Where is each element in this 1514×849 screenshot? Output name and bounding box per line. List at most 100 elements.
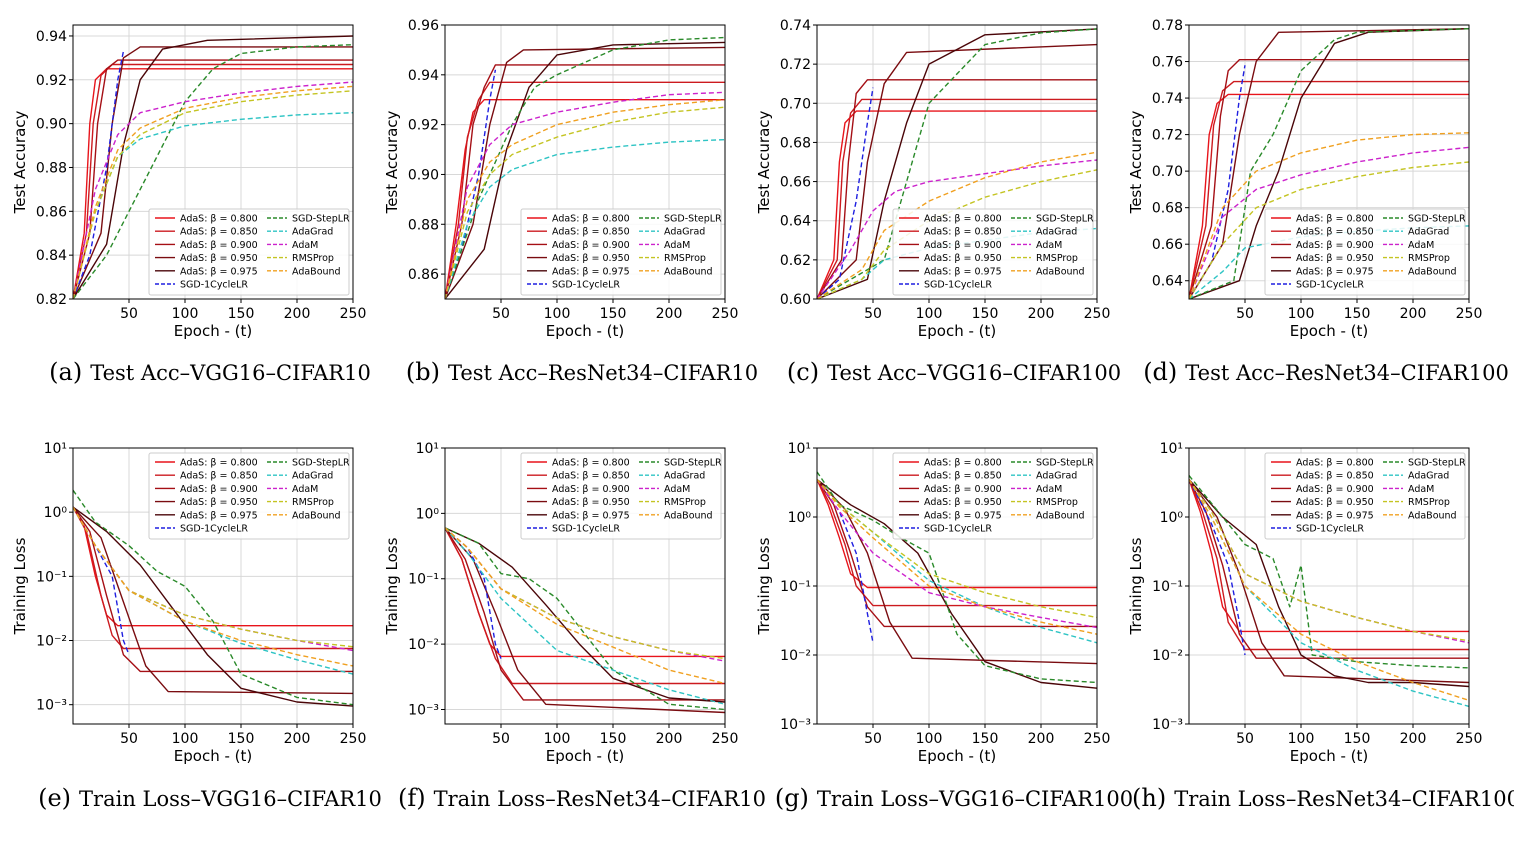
legend-label: AdaS: β = 0.975 xyxy=(180,510,258,521)
legend-box xyxy=(148,208,350,296)
x-tick-label: 150 xyxy=(600,306,627,322)
x-tick-label: 100 xyxy=(916,731,943,747)
x-axis-label: Epoch - (t) xyxy=(546,322,624,340)
legend-label: AdaM xyxy=(1036,240,1062,251)
series-line xyxy=(1189,132,1469,299)
series-line xyxy=(73,81,353,299)
legend-label: AdaGrad xyxy=(292,471,333,482)
legend-box xyxy=(520,208,722,296)
series-line xyxy=(1189,28,1469,299)
x-tick-label: 100 xyxy=(172,731,199,747)
legend-label: SGD-1CycleLR xyxy=(180,280,248,291)
chart-panel-2: 50 100 150 200 250 0.86 0.88 0.90 0.92 0.94 0.96 Ep… xyxy=(383,18,758,386)
y-tick-label: 0.88 xyxy=(36,160,67,176)
y-tick-label: 10¹ xyxy=(1160,441,1183,457)
legend-label: AdaS: β = 0.850 xyxy=(1296,227,1374,238)
caption-letter: (h) xyxy=(1132,784,1166,812)
series-line xyxy=(73,35,353,299)
caption-text: Test Acc–VGG16–CIFAR100 xyxy=(827,361,1121,385)
series-line xyxy=(817,479,1097,607)
legend-label: AdaBound xyxy=(1408,510,1457,521)
y-tick-label: 10⁻¹ xyxy=(36,569,67,585)
legend-box xyxy=(892,452,1094,540)
caption-text: Test Acc–ResNet34–CIFAR10 xyxy=(448,361,758,385)
subfigure-caption: (h) Train Loss–ResNet34–CIFAR100 xyxy=(1132,784,1514,812)
y-tick-label: 10⁰ xyxy=(788,510,812,526)
x-tick-label: 150 xyxy=(228,306,255,322)
x-tick-label: 200 xyxy=(656,306,683,322)
y-tick-label: 0.90 xyxy=(408,167,439,183)
legend: AdaS: β = 0.800 AdaS: β = 0.850 AdaS: β = … xyxy=(520,208,722,296)
y-tick-label: 0.62 xyxy=(780,253,811,269)
subfigure-caption: (d) Test Acc–ResNet34–CIFAR100 xyxy=(1143,358,1509,386)
series-group xyxy=(73,35,353,299)
subfigure-caption: (g) Train Loss–VGG16–CIFAR100 xyxy=(775,784,1133,812)
y-axis-label: Test Accuracy xyxy=(383,110,401,214)
series-line xyxy=(1189,28,1469,299)
legend-label: AdaBound xyxy=(1408,266,1457,277)
y-tick-label: 10⁻³ xyxy=(36,698,67,714)
legend-label: SGD-StepLR xyxy=(1036,458,1094,469)
x-tick-label: 250 xyxy=(340,306,367,322)
series-line xyxy=(1189,93,1469,299)
legend-label: AdaBound xyxy=(664,266,713,277)
y-tick-label: 10⁻² xyxy=(780,648,811,664)
y-tick-label: 0.90 xyxy=(36,117,67,133)
legend: AdaS: β = 0.800 AdaS: β = 0.850 AdaS: β = … xyxy=(892,208,1094,296)
x-tick-label: 100 xyxy=(916,306,943,322)
legend-label: AdaGrad xyxy=(1408,471,1449,482)
x-tick-label: 50 xyxy=(492,306,510,322)
series-line xyxy=(1189,161,1469,299)
y-tick-label: 0.74 xyxy=(780,18,811,34)
legend-label: AdaBound xyxy=(664,510,713,521)
subfigure-caption: (a) Test Acc–VGG16–CIFAR10 xyxy=(49,358,371,386)
legend-label: RMSProp xyxy=(1408,253,1450,264)
y-tick-label: 0.92 xyxy=(36,73,67,89)
y-tick-label: 0.78 xyxy=(1152,18,1183,34)
legend-label: AdaBound xyxy=(292,266,341,277)
legend-label: AdaS: β = 0.900 xyxy=(552,240,630,251)
y-tick-label: 10¹ xyxy=(788,441,811,457)
series-line xyxy=(445,41,725,299)
legend: AdaS: β = 0.800 AdaS: β = 0.850 AdaS: β = … xyxy=(148,452,350,540)
legend-label: AdaS: β = 0.975 xyxy=(180,266,258,277)
series-line xyxy=(1189,146,1469,299)
series-line xyxy=(445,527,725,703)
series-line xyxy=(1189,479,1246,656)
legend-label: SGD-1CycleLR xyxy=(180,524,248,535)
legend-label: AdaS: β = 0.975 xyxy=(1296,266,1374,277)
series-line xyxy=(1189,475,1469,669)
y-axis-label: Training Loss xyxy=(755,537,773,635)
series-line xyxy=(73,489,353,706)
legend: AdaS: β = 0.800 AdaS: β = 0.850 AdaS: β = … xyxy=(520,452,722,540)
y-tick-label: 0.82 xyxy=(36,292,67,308)
caption-letter: (a) xyxy=(49,358,82,386)
y-tick-label: 0.88 xyxy=(408,217,439,233)
series-line xyxy=(817,478,1097,689)
series-line xyxy=(817,479,1097,619)
axes-frame xyxy=(816,24,1098,300)
legend-label: SGD-1CycleLR xyxy=(1296,280,1364,291)
caption-letter: (c) xyxy=(787,358,819,386)
legend-label: AdaGrad xyxy=(664,227,705,238)
series-group xyxy=(817,471,1097,689)
x-tick-label: 250 xyxy=(1456,731,1483,747)
legend-label: AdaS: β = 0.950 xyxy=(552,253,630,264)
series-line xyxy=(73,85,353,299)
x-tick-label: 150 xyxy=(228,731,255,747)
legend-label: SGD-StepLR xyxy=(292,214,350,225)
x-tick-label: 250 xyxy=(1084,731,1111,747)
x-tick-label: 250 xyxy=(1456,306,1483,322)
x-tick-label: 50 xyxy=(492,731,510,747)
x-tick-label: 200 xyxy=(284,306,311,322)
legend-box xyxy=(520,452,722,540)
legend-label: AdaS: β = 0.900 xyxy=(180,240,258,251)
legend-label: SGD-StepLR xyxy=(1408,214,1466,225)
series-line xyxy=(817,110,1097,299)
y-tick-label: 0.68 xyxy=(1152,201,1183,217)
series-line xyxy=(1189,479,1469,684)
y-tick-label: 0.66 xyxy=(1152,237,1183,253)
legend-label: AdaM xyxy=(1408,484,1434,495)
series-line xyxy=(445,138,725,299)
y-tick-label: 10⁻³ xyxy=(780,717,811,733)
